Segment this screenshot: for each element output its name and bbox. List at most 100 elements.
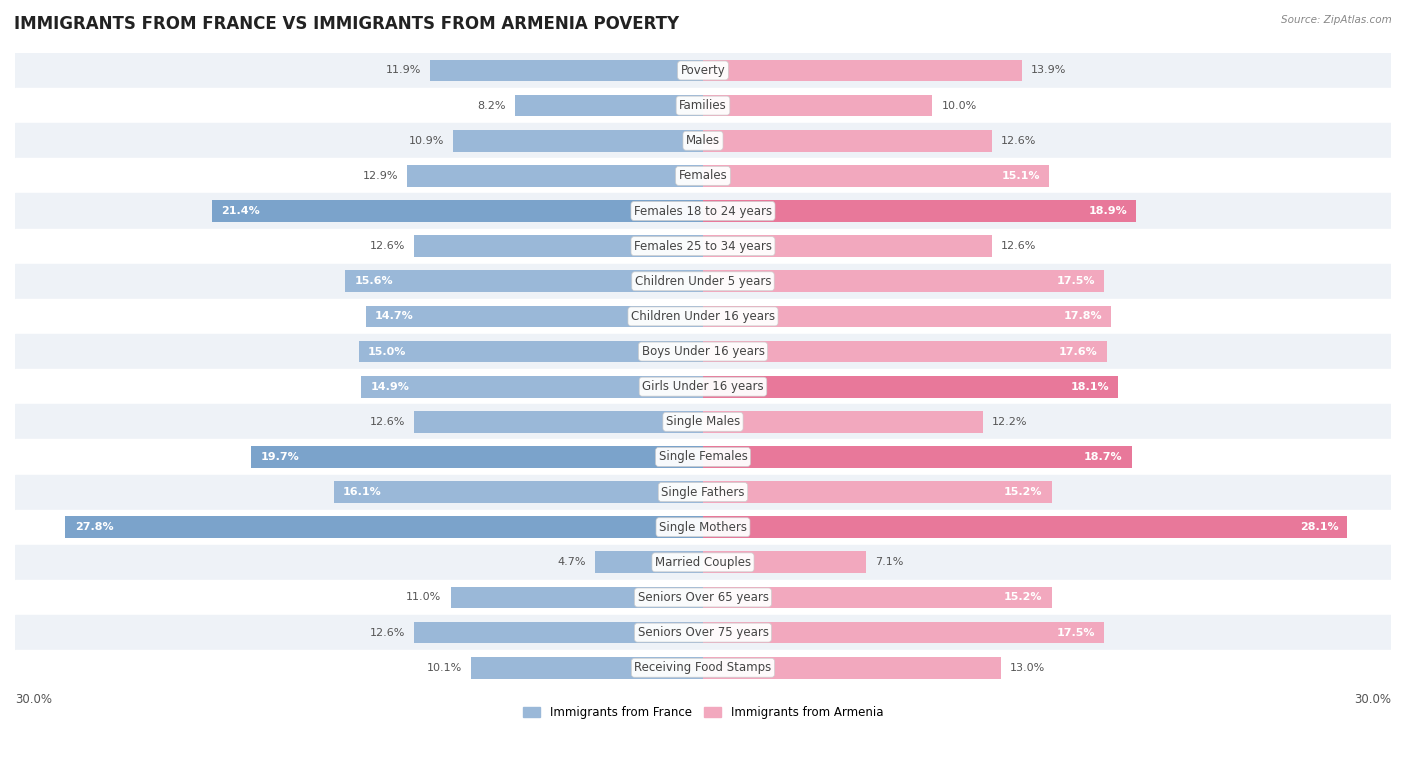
Bar [15, 580, 1391, 615]
Text: 15.0%: 15.0% [368, 346, 406, 356]
Bar [252, 446, 703, 468]
Bar [15, 650, 1391, 685]
Text: 11.0%: 11.0% [406, 593, 441, 603]
Text: 12.6%: 12.6% [1001, 241, 1036, 251]
Text: 10.0%: 10.0% [942, 101, 977, 111]
Text: Girls Under 16 years: Girls Under 16 years [643, 381, 763, 393]
Bar [15, 158, 1391, 193]
Text: Families: Families [679, 99, 727, 112]
Bar [703, 481, 1052, 503]
Text: 7.1%: 7.1% [875, 557, 904, 567]
Bar [703, 411, 983, 433]
Text: 18.1%: 18.1% [1070, 382, 1109, 392]
Bar [703, 376, 1118, 397]
Bar [413, 411, 703, 433]
Text: 11.9%: 11.9% [385, 65, 420, 76]
Bar [15, 369, 1391, 404]
Bar [15, 545, 1391, 580]
Text: Females: Females [679, 169, 727, 183]
Bar [15, 509, 1391, 545]
Bar [15, 264, 1391, 299]
Text: Females 25 to 34 years: Females 25 to 34 years [634, 240, 772, 252]
Bar [346, 271, 703, 292]
Text: 4.7%: 4.7% [558, 557, 586, 567]
Text: Seniors Over 65 years: Seniors Over 65 years [637, 591, 769, 604]
Text: 12.6%: 12.6% [1001, 136, 1036, 146]
Text: 19.7%: 19.7% [260, 452, 299, 462]
Bar [366, 305, 703, 327]
Text: Married Couples: Married Couples [655, 556, 751, 568]
Bar [212, 200, 703, 222]
Bar [451, 587, 703, 609]
Bar [413, 622, 703, 644]
Text: 18.9%: 18.9% [1088, 206, 1128, 216]
Bar [15, 299, 1391, 334]
Text: Females 18 to 24 years: Females 18 to 24 years [634, 205, 772, 218]
Text: 15.1%: 15.1% [1001, 171, 1040, 181]
Text: 21.4%: 21.4% [221, 206, 260, 216]
Bar [703, 60, 1022, 81]
Bar [15, 193, 1391, 229]
Bar [15, 229, 1391, 264]
Bar [361, 376, 703, 397]
Text: Children Under 16 years: Children Under 16 years [631, 310, 775, 323]
Bar [66, 516, 703, 538]
Text: 12.6%: 12.6% [370, 628, 405, 637]
Text: 30.0%: 30.0% [1354, 693, 1391, 706]
Text: Single Females: Single Females [658, 450, 748, 463]
Text: 17.8%: 17.8% [1063, 312, 1102, 321]
Text: 13.9%: 13.9% [1031, 65, 1066, 76]
Bar [703, 235, 993, 257]
Text: 17.6%: 17.6% [1059, 346, 1098, 356]
Text: 13.0%: 13.0% [1011, 662, 1046, 673]
Bar [15, 88, 1391, 123]
Text: 15.2%: 15.2% [1004, 487, 1042, 497]
Text: 15.6%: 15.6% [354, 276, 394, 287]
Bar [703, 305, 1111, 327]
Text: Poverty: Poverty [681, 64, 725, 77]
Text: 12.6%: 12.6% [370, 241, 405, 251]
Bar [703, 130, 993, 152]
Text: Receiving Food Stamps: Receiving Food Stamps [634, 661, 772, 674]
Bar [15, 404, 1391, 440]
Bar [703, 271, 1104, 292]
Bar [703, 200, 1136, 222]
Text: 17.5%: 17.5% [1057, 276, 1095, 287]
Text: Boys Under 16 years: Boys Under 16 years [641, 345, 765, 358]
Bar [703, 552, 866, 573]
Bar [595, 552, 703, 573]
Bar [515, 95, 703, 117]
Bar [703, 622, 1104, 644]
Text: 27.8%: 27.8% [75, 522, 114, 532]
Text: Seniors Over 75 years: Seniors Over 75 years [637, 626, 769, 639]
Bar [703, 165, 1049, 186]
Bar [15, 440, 1391, 475]
Bar [15, 475, 1391, 509]
Bar [703, 516, 1347, 538]
Bar [703, 446, 1132, 468]
Text: 30.0%: 30.0% [15, 693, 52, 706]
Text: 10.9%: 10.9% [409, 136, 444, 146]
Text: 17.5%: 17.5% [1057, 628, 1095, 637]
Bar [333, 481, 703, 503]
Text: Males: Males [686, 134, 720, 147]
Bar [15, 334, 1391, 369]
Bar [15, 53, 1391, 88]
Text: Single Fathers: Single Fathers [661, 486, 745, 499]
Bar [15, 615, 1391, 650]
Text: 10.1%: 10.1% [427, 662, 463, 673]
Text: 15.2%: 15.2% [1004, 593, 1042, 603]
Bar [703, 95, 932, 117]
Bar [703, 657, 1001, 678]
Bar [453, 130, 703, 152]
Bar [15, 123, 1391, 158]
Legend: Immigrants from France, Immigrants from Armenia: Immigrants from France, Immigrants from … [517, 701, 889, 724]
Text: 18.7%: 18.7% [1084, 452, 1122, 462]
Bar [471, 657, 703, 678]
Text: Source: ZipAtlas.com: Source: ZipAtlas.com [1281, 15, 1392, 25]
Text: IMMIGRANTS FROM FRANCE VS IMMIGRANTS FROM ARMENIA POVERTY: IMMIGRANTS FROM FRANCE VS IMMIGRANTS FRO… [14, 15, 679, 33]
Text: 12.2%: 12.2% [993, 417, 1028, 427]
Text: Single Mothers: Single Mothers [659, 521, 747, 534]
Bar [703, 587, 1052, 609]
Text: 8.2%: 8.2% [477, 101, 506, 111]
